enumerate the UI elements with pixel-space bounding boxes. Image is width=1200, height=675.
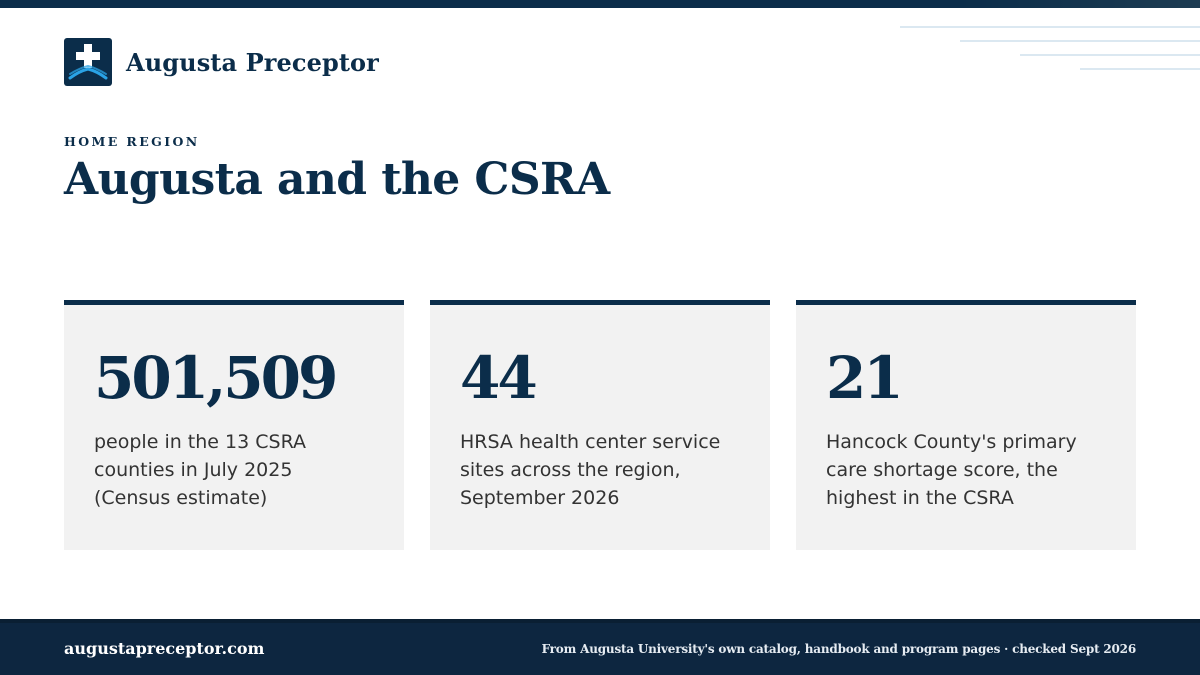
stat-card-health-centers: 44 HRSA health center service sites acro… <box>430 300 770 550</box>
stat-description: people in the 13 CSRA counties in July 2… <box>94 431 306 509</box>
footer-source-note: From Augusta University's own catalog, h… <box>541 642 1137 656</box>
stat-card-shortage-score: 21 Hancock County's primary care shortag… <box>796 300 1136 550</box>
brand: Augusta Preceptor <box>64 38 379 86</box>
top-accent-bar <box>0 0 1200 8</box>
decorative-lines <box>900 26 1200 70</box>
stat-card-population: 501,509 people in the 13 CSRA counties i… <box>64 300 404 550</box>
section-eyebrow: HOME REGION <box>64 134 200 149</box>
footer-site-link[interactable]: augustapreceptor.com <box>64 639 265 658</box>
brand-name: Augusta Preceptor <box>126 47 379 77</box>
stat-value: 21 <box>826 344 904 412</box>
stat-description: HRSA health center service sites across … <box>460 431 721 509</box>
footer: augustapreceptor.com From Augusta Univer… <box>0 619 1200 675</box>
stat-value: 501,509 <box>94 344 338 412</box>
stat-value: 44 <box>460 344 538 412</box>
stat-description: Hancock County's primary care shortage s… <box>826 431 1077 509</box>
page-title: Augusta and the CSRA <box>64 154 610 205</box>
medical-cross-icon <box>64 38 112 86</box>
